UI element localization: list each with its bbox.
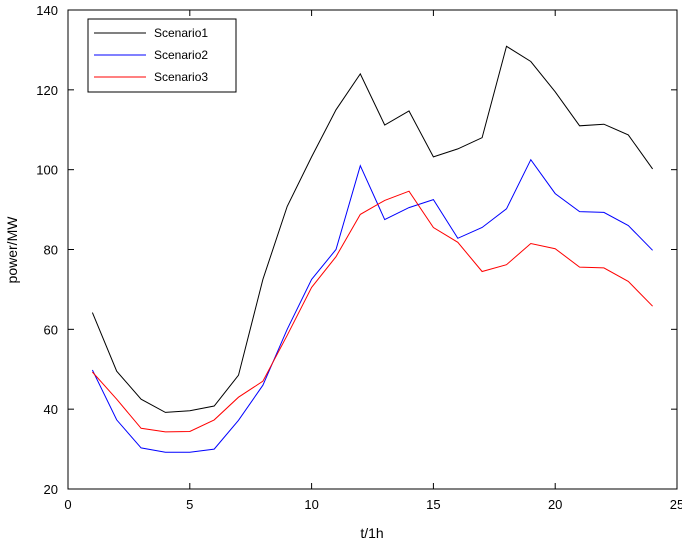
legend-label: Scenario2 xyxy=(154,48,208,62)
x-axis-label: t/1h xyxy=(360,525,383,541)
series-line-scenario1 xyxy=(91,45,654,413)
legend-label: Scenario1 xyxy=(154,26,208,40)
y-tick-label: 40 xyxy=(44,402,58,417)
x-tick-label: 15 xyxy=(426,497,440,512)
x-tick-label: 10 xyxy=(304,497,318,512)
y-tick-label: 20 xyxy=(44,482,58,497)
y-tick-label: 80 xyxy=(44,243,58,258)
legend-label: Scenario3 xyxy=(154,70,208,84)
y-tick-label: 120 xyxy=(36,83,58,98)
y-axis-label: power/MW xyxy=(4,216,20,284)
series-line-scenario2 xyxy=(91,158,653,453)
legend: Scenario1 Scenario2 Scenario3 xyxy=(87,18,237,93)
y-tick-label: 100 xyxy=(36,163,58,178)
y-tick-label: 60 xyxy=(44,322,58,337)
legend-box xyxy=(87,18,237,93)
x-tick-label: 25 xyxy=(670,497,682,512)
x-tick-label: 0 xyxy=(64,497,71,512)
x-tick-label: 5 xyxy=(186,497,193,512)
series-line-scenario3 xyxy=(92,190,653,433)
y-tick-label: 140 xyxy=(36,3,58,18)
x-tick-label: 20 xyxy=(548,497,562,512)
